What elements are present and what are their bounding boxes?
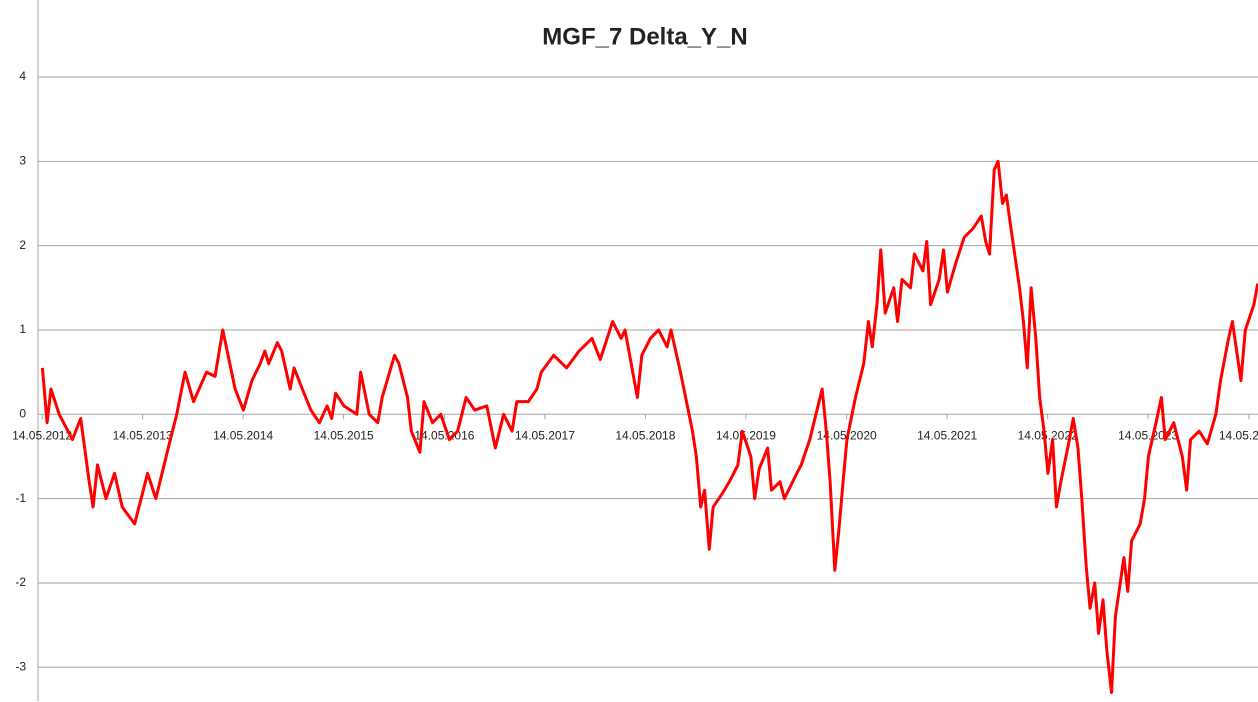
y-tick-label: 2 (19, 238, 26, 252)
x-tick-label: 14.05.2014 (213, 428, 273, 442)
y-tick-label: -1 (15, 491, 26, 505)
data-line (40, 159, 1258, 695)
y-tick-label: 4 (19, 69, 26, 83)
y-tick-label: 1 (19, 322, 26, 336)
x-tick-label: 14.05.2017 (515, 428, 575, 442)
x-tick-label: 14.05.2015 (314, 428, 374, 442)
y-tick-label: 0 (19, 406, 26, 420)
x-tick-label: 14.05.2013 (113, 428, 173, 442)
chart-title: MGF_7 Delta_Y_N (542, 23, 747, 50)
x-tick-label: 14.05.2016 (414, 428, 474, 442)
x-tick-label: 14.05.2018 (615, 428, 675, 442)
x-tick-label: 14.05.2019 (716, 428, 776, 442)
x-tick-label: 14.05.2022 (1018, 428, 1078, 442)
x-tick-label: 14.05.2021 (917, 428, 977, 442)
x-tick-label: 14.05.2024 (1219, 428, 1258, 442)
y-tick-label: -2 (15, 575, 26, 589)
y-tick-label: 3 (19, 153, 26, 167)
y-tick-label: -3 (15, 659, 26, 673)
x-tick-label: 14.05.2012 (12, 428, 72, 442)
